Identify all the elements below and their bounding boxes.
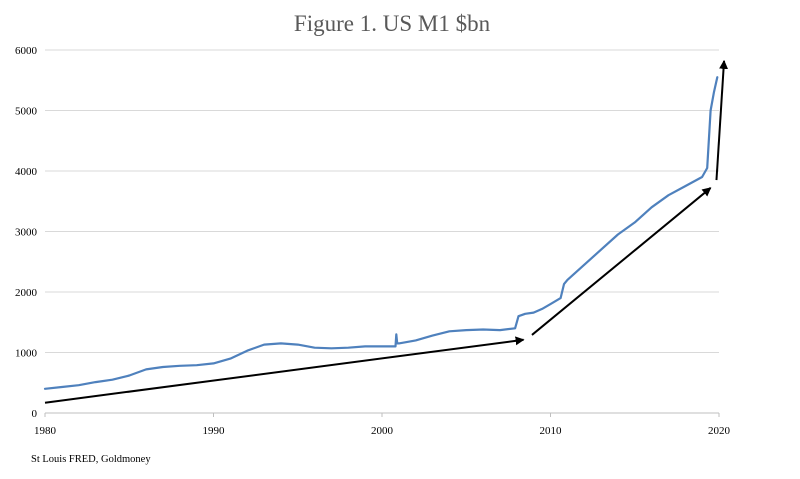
y-tick-label: 3000 <box>15 227 38 239</box>
x-tick-label: 2020 <box>708 425 731 437</box>
x-axis: 1980 1990 2000 2010 2020 <box>34 413 731 437</box>
trend-arrow-1 <box>44 336 525 404</box>
series-line-0 <box>43 76 719 390</box>
y-axis: 0 1000 2000 3000 4000 5000 6000 <box>15 45 38 420</box>
trend-arrows <box>44 59 729 404</box>
x-tick-label: 1990 <box>203 425 226 437</box>
x-tick-label: 1980 <box>34 425 57 437</box>
series-layer <box>43 76 719 390</box>
x-tick-label: 2000 <box>371 425 394 437</box>
grid-lines <box>45 49 719 414</box>
x-tick-label: 2010 <box>540 425 563 437</box>
y-tick-label: 6000 <box>15 45 38 57</box>
source-note: St Louis FRED, Goldmoney <box>31 454 151 465</box>
chart-title: Figure 1. US M1 $bn <box>294 11 491 36</box>
y-tick-label: 4000 <box>15 166 38 178</box>
y-tick-label: 1000 <box>15 348 38 360</box>
trend-arrow-2 <box>531 187 712 336</box>
y-tick-label: 5000 <box>15 106 38 118</box>
trend-arrow-3 <box>715 59 729 181</box>
y-tick-label: 2000 <box>15 287 38 299</box>
y-tick-label: 0 <box>32 408 38 420</box>
